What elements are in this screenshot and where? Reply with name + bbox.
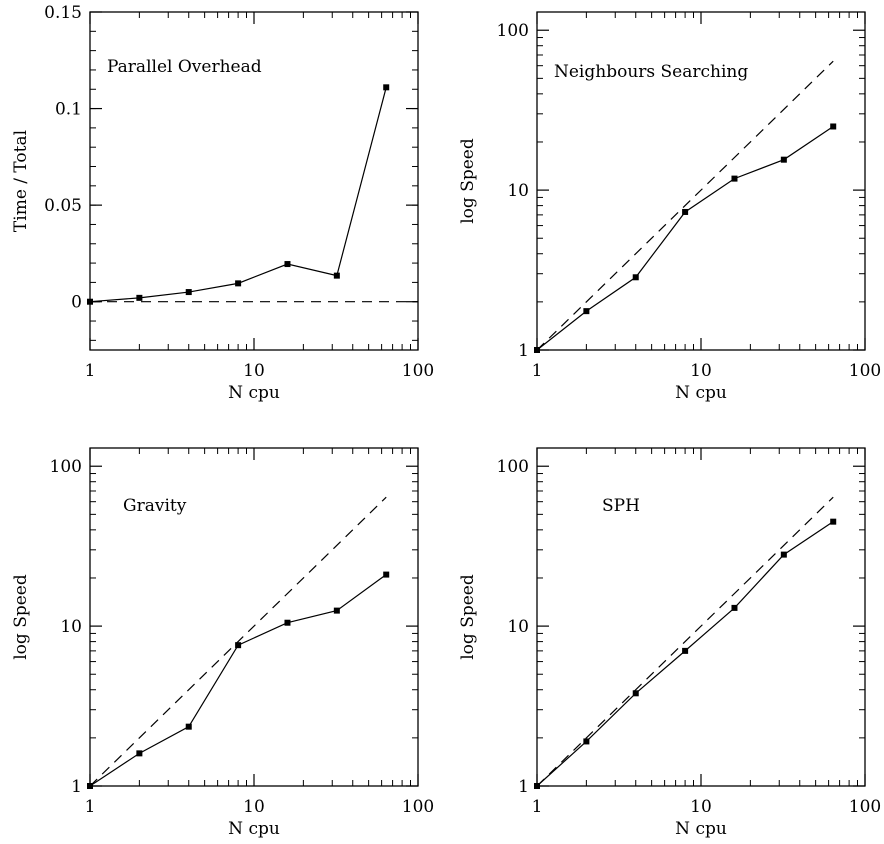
y-tick-label: 0	[71, 293, 82, 313]
panel-title: SPH	[602, 496, 640, 516]
data-point	[235, 280, 242, 287]
x-tick-label: 10	[690, 797, 712, 817]
data-point	[583, 308, 590, 315]
y-axis-title: log Speed	[11, 574, 31, 660]
data-point	[583, 738, 590, 745]
data-point	[731, 175, 738, 182]
data-point	[383, 571, 390, 578]
x-axis-title: N cpu	[228, 383, 280, 403]
y-tick-label: 10	[507, 181, 529, 201]
data-point	[830, 518, 837, 525]
y-tick-label: 100	[497, 21, 529, 41]
data-point	[185, 723, 192, 730]
panel-title: Parallel Overhead	[107, 57, 262, 77]
series-line	[89, 87, 387, 303]
data-point	[136, 750, 143, 757]
data-point	[235, 642, 242, 649]
data-point	[185, 289, 192, 296]
data-point	[383, 84, 390, 91]
reference-line	[536, 60, 834, 351]
panel-4: 1 10 100 1 10 100 N cpu log Speed SPH	[458, 447, 881, 839]
reference-line	[89, 496, 387, 787]
data-point	[731, 604, 738, 611]
x-axis-title: N cpu	[675, 383, 727, 403]
data-point	[632, 690, 639, 697]
y-tick-label: 0.15	[44, 3, 82, 23]
y-tick-label: 100	[497, 457, 529, 477]
data-point	[136, 294, 143, 301]
x-tick-label: 1	[532, 797, 543, 817]
x-tick-label: 1	[85, 797, 96, 817]
x-tick-label: 10	[243, 797, 265, 817]
panel-2: 1 10 100 1 10 100 N cpu log Speed Neighbours Sea…	[458, 11, 881, 403]
series-line	[89, 574, 387, 787]
x-tick-label: 100	[402, 797, 434, 817]
data-point	[284, 619, 291, 626]
data-point	[780, 156, 787, 163]
y-axis-title: Time / Total	[11, 130, 31, 232]
data-point	[682, 208, 689, 215]
y-tick-label: 0.05	[44, 196, 82, 216]
x-axis-title: N cpu	[675, 819, 727, 839]
panel-1: 1 10 100 0 0.05 0.1 0.15 N cpu Time / Total Paral…	[11, 3, 434, 403]
panel-title: Gravity	[123, 496, 187, 516]
y-tick-label: 0.1	[55, 100, 82, 120]
panel-title: Neighbours Searching	[554, 62, 748, 82]
x-tick-label: 100	[849, 361, 881, 381]
y-tick-label: 100	[50, 457, 82, 477]
data-point	[333, 607, 340, 614]
y-tick-label: 1	[71, 777, 82, 797]
y-tick-label: 10	[60, 617, 82, 637]
plot-frame	[536, 447, 866, 787]
series-line	[536, 125, 834, 351]
x-tick-label: 100	[402, 361, 434, 381]
data-point	[333, 272, 340, 279]
y-tick-label: 1	[518, 341, 529, 361]
panel-3: 1 10 100 1 10 100 N cpu log Speed Gravity	[11, 447, 434, 839]
y-axis-title: log Speed	[458, 574, 478, 660]
data-point	[830, 123, 837, 130]
x-tick-label: 10	[690, 361, 712, 381]
y-axis-title: log Speed	[458, 138, 478, 224]
x-tick-label: 1	[532, 361, 543, 381]
reference-line	[536, 496, 834, 787]
y-tick-label: 1	[518, 777, 529, 797]
x-tick-label: 10	[243, 361, 265, 381]
x-axis-title: N cpu	[228, 819, 280, 839]
data-point	[284, 261, 291, 268]
x-tick-label: 100	[849, 797, 881, 817]
data-point	[780, 551, 787, 558]
y-tick-label: 10	[507, 617, 529, 637]
x-tick-label: 1	[85, 361, 96, 381]
data-point	[632, 274, 639, 281]
data-point	[682, 647, 689, 654]
